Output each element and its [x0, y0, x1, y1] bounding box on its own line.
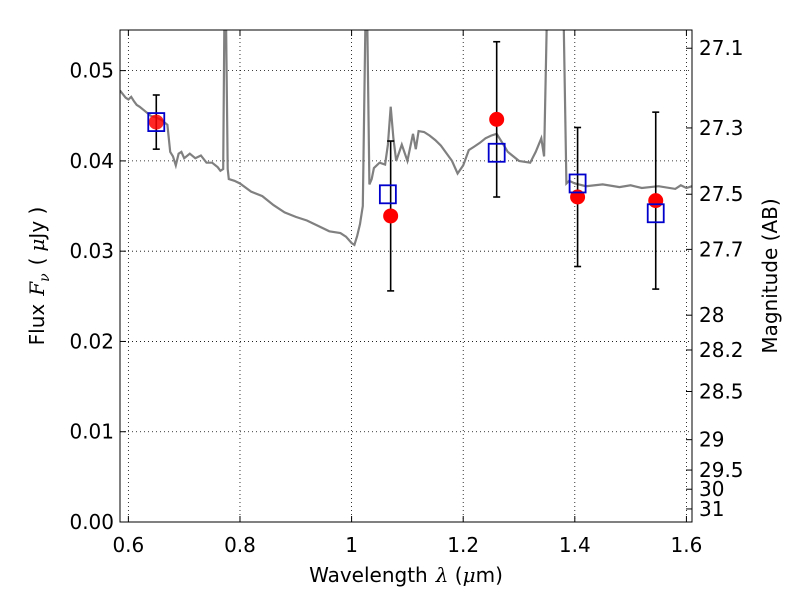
x-tick-label: 1.2	[447, 533, 479, 557]
model-square-layer	[147, 112, 665, 224]
observed-point	[648, 193, 664, 209]
y-axis-label: FluxFν(μJy )	[25, 207, 53, 346]
model-square	[147, 112, 166, 132]
x-tick-label: 1	[345, 533, 358, 557]
right-tick-label: 28	[699, 303, 724, 327]
observed-point-layer	[148, 111, 664, 224]
y-tick-label: 0.01	[69, 420, 114, 444]
x-tick-label: 0.6	[112, 533, 144, 557]
right-tick-label: 27.1	[699, 36, 744, 60]
plot-frame	[119, 29, 693, 523]
right-tick-label: 28.5	[699, 380, 744, 404]
x-axis-label: Wavelength λ (μm)	[309, 563, 503, 587]
model-square	[487, 142, 506, 163]
right-tick-label: 29.5	[699, 458, 744, 482]
y-tick-label: 0.00	[69, 510, 114, 534]
right-tick-label: 30	[699, 477, 724, 501]
x-tick-label: 0.8	[224, 533, 256, 557]
model-square	[378, 184, 397, 205]
observed-point	[383, 208, 399, 224]
observed-point	[489, 111, 505, 127]
right-tick-label: 29	[699, 428, 724, 452]
sed-curve-layer	[120, 30, 692, 247]
y-tick-label: 0.05	[69, 59, 114, 83]
sed-curve	[120, 30, 692, 247]
model-square	[646, 203, 665, 224]
right-axis-label: Magnitude (AB)	[758, 198, 782, 353]
right-tick-label: 27.3	[699, 116, 744, 140]
x-tick-label: 1.4	[559, 533, 591, 557]
y-axis: 0.00 0.01 0.02 0.03 0.04 0.05	[69, 59, 126, 534]
y-tick-label: 0.04	[69, 149, 114, 173]
y-tick-label: 0.03	[69, 239, 114, 263]
observed-point	[148, 114, 164, 130]
right-tick-label: 27.7	[699, 237, 744, 261]
right-tick-label: 31	[699, 497, 724, 521]
model-square	[568, 173, 587, 194]
right-tick-label: 27.5	[699, 182, 744, 206]
grid	[120, 30, 692, 523]
x-tick-label: 1.6	[671, 533, 703, 557]
x-axis: 0.6 0.8 1 1.2 1.4 1.6	[112, 30, 702, 557]
y-tick-label: 0.02	[69, 329, 114, 353]
right-tick-label: 28.2	[699, 338, 744, 362]
